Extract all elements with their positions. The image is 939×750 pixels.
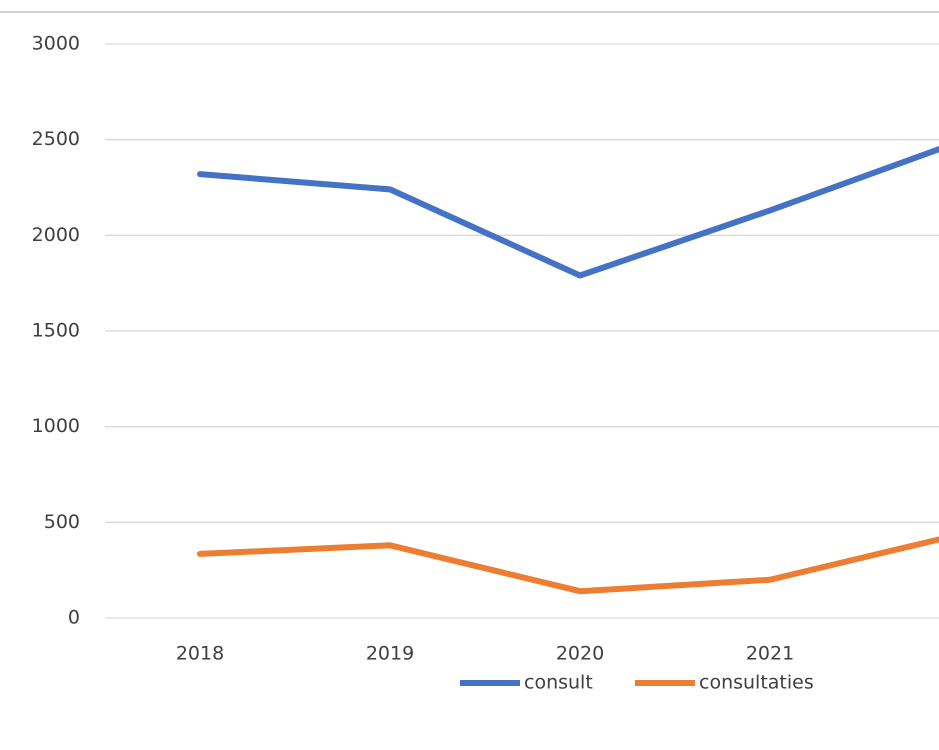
legend-label: consult (524, 672, 593, 694)
series-line (197, 146, 939, 279)
y-tick-label: 2000 (32, 224, 80, 246)
series-line (197, 536, 939, 595)
x-tick-label: 2019 (366, 643, 414, 665)
x-tick-label: 2020 (556, 643, 604, 665)
legend-label: consultaties (699, 672, 814, 694)
y-tick-label: 500 (44, 511, 80, 533)
y-tick-label: 0 (68, 607, 80, 629)
y-tick-label: 2500 (32, 128, 80, 150)
y-tick-label: 1000 (32, 415, 80, 437)
y-tick-label: 1500 (32, 320, 80, 342)
x-tick-label: 2021 (746, 643, 794, 665)
x-tick-label: 2018 (176, 643, 224, 665)
y-tick-label: 3000 (32, 33, 80, 55)
